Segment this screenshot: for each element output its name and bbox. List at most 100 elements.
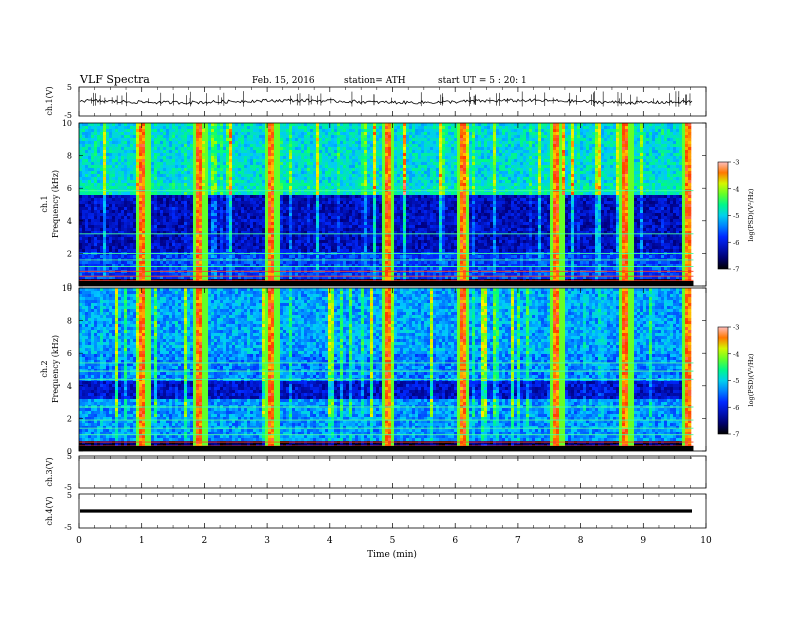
spectrogram-cell [580,180,583,183]
spectrogram-cell [637,168,640,171]
spectrogram-cell [466,159,469,162]
spectrogram-cell [520,171,523,174]
spectrogram-cell [601,141,604,144]
spectrogram-cell [469,174,472,177]
spectrogram-cell [196,177,199,180]
spectrogram-cell [286,174,289,177]
spectrogram-cell [334,129,337,132]
spectrogram-cell [109,138,112,141]
spectrogram-cell [175,129,178,132]
spectrogram-cell [229,147,232,150]
spectrogram-cell [124,165,127,168]
spectrogram-cell [181,186,184,189]
spectrogram-cell [346,180,349,183]
spectrogram-cell [520,159,523,162]
spectrogram-cell [256,159,259,162]
spectrogram-cell [289,138,292,141]
spectrogram-cell [433,156,436,159]
spectrogram-cell [655,132,658,135]
spectrogram-cell [433,138,436,141]
spectrogram-cell [358,141,361,144]
spectrogram-cell [184,168,187,171]
spectrogram-cell [490,174,493,177]
spectrogram-cell [526,150,529,153]
spectrogram-cell [541,192,544,195]
spectrogram-cell [421,129,424,132]
spectrogram-cell [124,129,127,132]
spectrogram-cell [487,183,490,186]
spectrogram-cell [328,156,331,159]
spectrogram-cell [181,165,184,168]
spectrogram-cell [265,174,268,177]
spectrogram-cell [175,165,178,168]
spectrogram-cell [598,153,601,156]
spectrogram-cell [580,150,583,153]
spectrogram-cell [403,183,406,186]
spectrogram-cell [244,150,247,153]
spectrogram-cell [430,192,433,195]
spectrogram-cell [685,135,688,138]
spectrogram-cell [370,186,373,189]
spectrogram-cell [433,132,436,135]
spectrogram-cell [238,186,241,189]
spectrogram-cell [424,153,427,156]
spectrogram-cell [499,132,502,135]
spectrogram-cell [577,168,580,171]
spectrogram-cell [556,126,559,129]
spectrogram-cell [448,168,451,171]
spectrogram-cell [451,153,454,156]
spectrogram-cell [211,177,214,180]
spectrogram-cell [283,147,286,150]
spectrogram-cell [664,147,667,150]
spectrogram-cell [205,132,208,135]
spectrogram-cell [124,171,127,174]
spectrogram-cell [415,171,418,174]
spectrogram-cell [163,123,166,126]
spectrogram-cell [454,180,457,183]
spectrogram-cell [682,183,685,186]
spectrogram-cell [184,177,187,180]
spectrogram-cell [163,129,166,132]
spectrogram-cell [469,132,472,135]
spectrogram-cell [559,165,562,168]
spectrogram-cell [385,159,388,162]
spectrogram-cell [85,183,88,186]
spectrogram-cell [493,144,496,147]
spectrogram-cell [238,156,241,159]
spectrogram-cell [190,144,193,147]
spectrogram-cell [382,174,385,177]
spectrogram-cell [247,123,250,126]
spectrogram-cell [673,174,676,177]
spectrogram-cell [463,141,466,144]
spectrogram-cell [265,138,268,141]
spectrogram-cell [460,165,463,168]
spectrogram-cell [142,177,145,180]
spectrogram-cell [154,135,157,138]
spectrogram-cell [511,129,514,132]
spectrogram-cell [268,183,271,186]
spectrogram-cell [664,135,667,138]
spectrogram-cell [340,138,343,141]
spectrogram-cell [652,162,655,165]
spectrogram-cell [568,135,571,138]
spectrogram-cell [106,156,109,159]
spectrogram-cell [181,168,184,171]
spectrogram-cell [130,150,133,153]
spectrogram-cell [271,165,274,168]
spectrogram-cell [547,156,550,159]
spectrogram-cell [433,123,436,126]
spectrogram-cell [241,141,244,144]
spectrogram-cell [445,192,448,195]
spectrogram-cell [136,183,139,186]
spectrogram-cell [121,132,124,135]
spectrogram-cell [109,162,112,165]
spectrogram-cell [604,171,607,174]
spectrogram-cell [427,168,430,171]
spectrogram-cell [523,171,526,174]
spectrogram-cell [223,192,226,195]
spectrogram-cell [403,174,406,177]
spectrogram-cell [547,141,550,144]
spectrogram-cell [424,162,427,165]
spectrogram-cell [595,174,598,177]
